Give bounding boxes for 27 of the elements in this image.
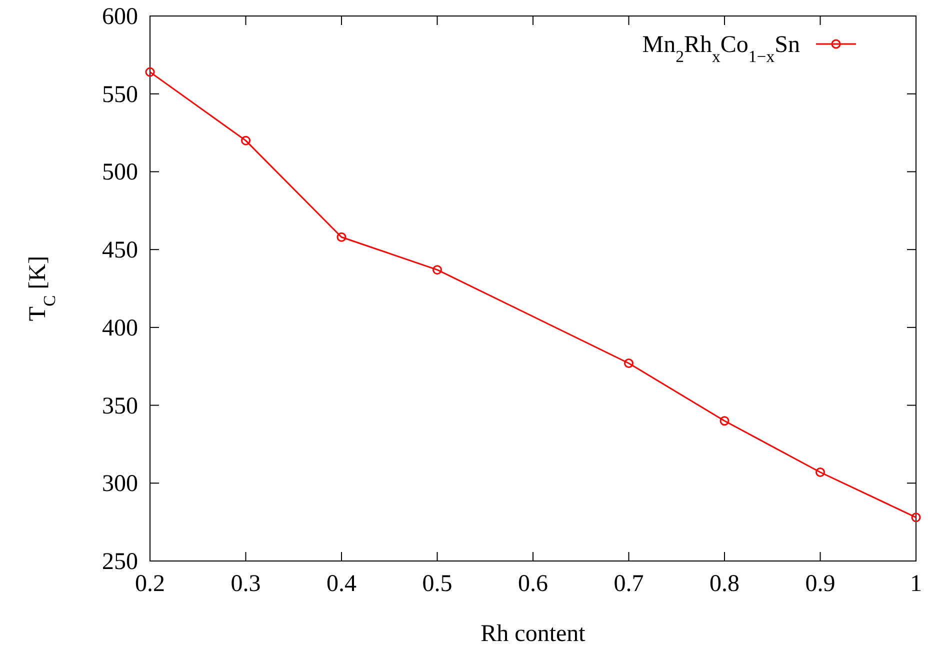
point: [911, 512, 921, 522]
y-tick-label: 500: [102, 160, 138, 186]
legend-label: Mn$_{2}$Rh$_{x}$Co$_{1−x}$Sn: [642, 32, 800, 66]
point: [241, 136, 250, 146]
y-tick-label: 350: [102, 393, 138, 420]
x-tick-label: 0.4: [326, 571, 356, 597]
x-axis-title: Rh content: [480, 621, 586, 647]
point: [432, 265, 442, 275]
y-tick-label: 600: [102, 4, 138, 30]
x-tick-label: 0.3: [230, 571, 261, 597]
x-tick-label: 1: [910, 571, 922, 597]
point: [145, 67, 155, 77]
x-tick-label: 0.9: [805, 571, 836, 597]
y-tick-label: 250: [102, 549, 138, 575]
point: [336, 232, 346, 242]
y-tick-label: 550: [102, 82, 138, 108]
x-tick-label: 0.6: [518, 571, 548, 597]
x-tick-label: 0.7: [614, 571, 644, 597]
point: [816, 467, 825, 477]
x-tick-label: 0.5: [422, 571, 452, 597]
y-tick-label: 300: [102, 471, 138, 498]
point: [624, 358, 634, 368]
y-tick-label: 400: [102, 315, 138, 342]
point: [720, 416, 730, 426]
y-tick-label: 450: [102, 238, 138, 264]
x-tick-label: 0.8: [710, 571, 740, 597]
x-tick-label: 0.2: [135, 571, 165, 597]
